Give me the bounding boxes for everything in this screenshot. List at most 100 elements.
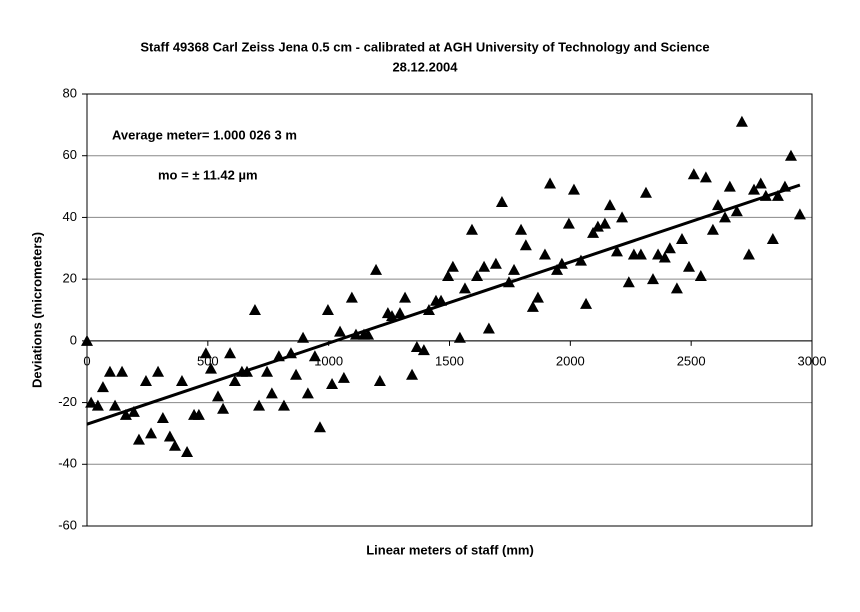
point [406,368,419,380]
point [531,291,544,303]
point [265,387,278,399]
y-tick-label: 80 [63,85,77,100]
point [442,270,455,282]
point [730,205,743,217]
point [337,371,350,383]
point [519,239,532,251]
point [373,374,386,386]
annotation: Average meter= 1.000 026 3 m [112,127,297,142]
point [610,245,623,257]
point [458,282,471,294]
point [204,362,217,374]
point [192,408,205,420]
point [742,248,755,260]
point [334,325,347,337]
point [127,405,140,417]
point [587,226,600,238]
x-tick-label: 1000 [314,353,343,368]
point [711,199,724,211]
point [489,257,502,269]
point [706,223,719,235]
point [508,263,521,275]
point [152,365,165,377]
point [495,196,508,207]
y-tick-label: 0 [70,332,77,347]
point [538,248,551,260]
point [634,248,647,260]
point [277,399,290,411]
point [410,341,423,353]
point [793,208,806,220]
point [81,334,93,346]
x-tick-label: 0 [83,353,90,368]
point [663,242,676,254]
point [290,368,303,380]
x-tick-label: 2500 [677,353,706,368]
point [313,421,326,433]
point [308,350,321,362]
point [682,260,695,272]
point [562,217,575,229]
point [471,270,484,282]
point [598,217,611,229]
y-tick-label: -20 [58,394,77,409]
point [567,183,580,195]
plot-frame [86,93,813,527]
point [175,374,188,386]
point [417,344,430,356]
annotation: mo = ± 11.42 µm [158,167,258,182]
point [301,387,314,399]
point [580,297,593,309]
point [699,171,712,183]
point [224,347,237,359]
x-axis-label: Linear meters of staff (mm) [366,542,534,557]
chart-title: Staff 49368 Carl Zeiss Jena 0.5 cm - cal… [140,39,709,54]
point [748,183,760,195]
point [168,439,181,451]
point [670,282,683,294]
chart-subtitle: 28.12.2004 [392,59,458,74]
point [735,115,748,127]
point [544,177,557,189]
point [345,291,358,303]
point [482,322,495,334]
x-tick-label: 2000 [556,353,585,368]
point [719,211,731,223]
point [694,270,707,282]
point [253,399,266,411]
point [326,378,339,390]
point [622,276,635,288]
point [145,427,158,439]
point [132,433,145,445]
y-tick-label: 20 [63,271,77,286]
point [591,220,604,232]
point [399,291,412,303]
point [766,233,779,245]
point [526,300,539,312]
point [261,365,274,377]
point [116,365,129,377]
point [248,304,261,315]
point [453,331,466,343]
point [163,430,176,442]
point [297,331,310,343]
y-tick-label: -60 [58,517,77,532]
y-tick-label: -40 [58,456,77,471]
point [515,223,528,235]
point [103,365,116,377]
point [393,307,406,319]
point [96,381,109,393]
point [370,263,383,275]
point [91,399,104,411]
x-tick-label: 1500 [435,353,464,368]
point [616,211,629,223]
point [603,199,616,211]
point [551,263,564,275]
point [478,260,491,272]
point [652,248,665,260]
x-tick-label: 3000 [798,353,827,368]
point [217,402,230,414]
point [385,310,398,322]
point [687,168,700,180]
